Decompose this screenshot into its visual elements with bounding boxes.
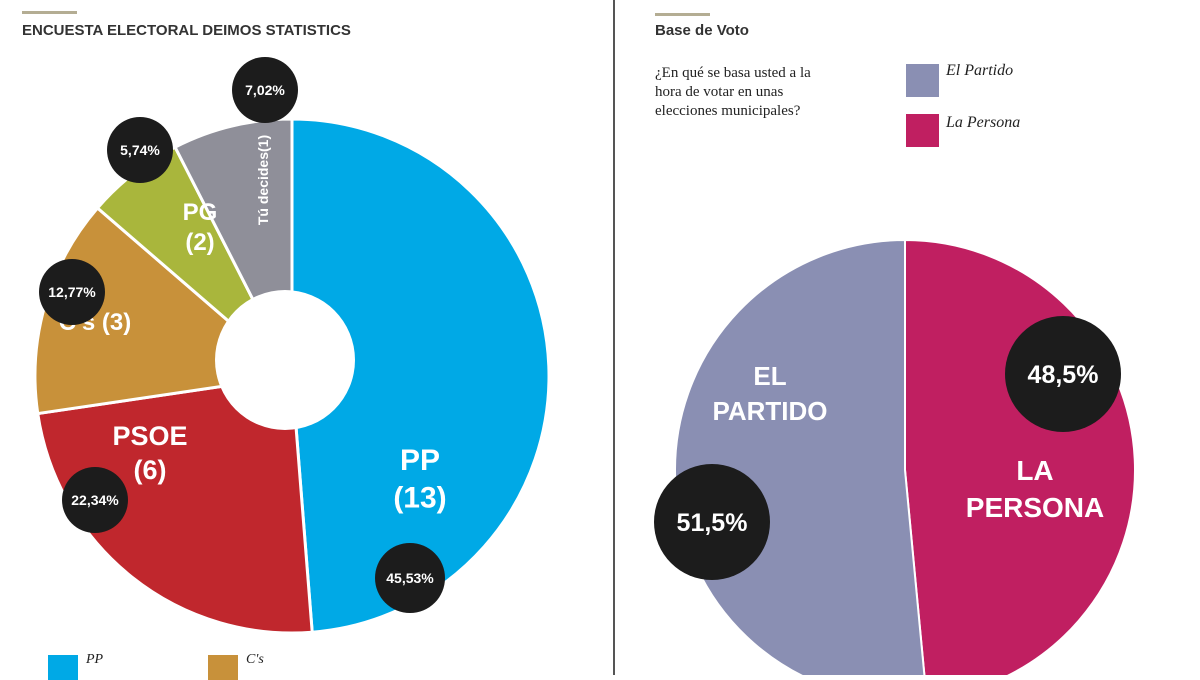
slice-label-persona: PERSONA (966, 492, 1104, 523)
legend-label-cs: C's (246, 652, 264, 667)
value-label-0: 45,53% (386, 570, 434, 586)
value-label-2: 12,77% (48, 284, 96, 300)
slice-el-partido (674, 238, 926, 675)
divider (613, 0, 615, 675)
legend-swatch-la-persona (906, 114, 939, 147)
legend-swatch-el-partido (906, 64, 939, 97)
value-label-1: 22,34% (71, 492, 119, 508)
legend-label-la-persona: La Persona (946, 114, 1021, 131)
slice-label-la: LA (1016, 455, 1053, 486)
survey-question: ¿En qué se basa usted a la hora de votar… (655, 65, 811, 119)
value-label-1-bubble (62, 467, 128, 533)
slice-psoe (36, 374, 314, 635)
value-label-el-partido: 51,5% (677, 509, 748, 537)
slice-label-partido: PARTIDO (712, 396, 827, 426)
slice-label-psoe: PSOE (112, 421, 187, 451)
right-chart-title: Base de Voto (655, 22, 749, 39)
value-label-4-bubble (232, 57, 298, 123)
slice-seats-psoe: (6) (134, 455, 167, 485)
value-label-el-partido-bubble (654, 464, 770, 580)
value-label-la-persona-bubble (1005, 316, 1121, 432)
value-label-4: 7,02% (245, 82, 285, 98)
value-label-la-persona: 48,5% (1028, 361, 1099, 389)
slice-seats-pp: (13) (393, 482, 446, 515)
title-rule (22, 11, 77, 14)
value-label-0-bubble (375, 543, 445, 613)
value-label-2-bubble (39, 259, 105, 325)
title-rule (655, 13, 710, 16)
legend-label-pp: PP (86, 652, 104, 667)
slice-seats-pg: (2) (185, 229, 214, 256)
value-label-3: 5,74% (120, 142, 160, 158)
donut-hole (215, 290, 355, 430)
left-chart-title: ENCUESTA ELECTORAL DEIMOS STATISTICS (22, 22, 351, 39)
legend-label-el-partido: El Partido (946, 62, 1014, 79)
slice-label-pg: PG (183, 199, 218, 226)
slice-label-el: EL (753, 361, 786, 391)
slice-label-tu-decides: Tú decides(1) (255, 135, 271, 225)
value-label-3-bubble (107, 117, 173, 183)
slice-label-pp: PP (400, 444, 440, 477)
